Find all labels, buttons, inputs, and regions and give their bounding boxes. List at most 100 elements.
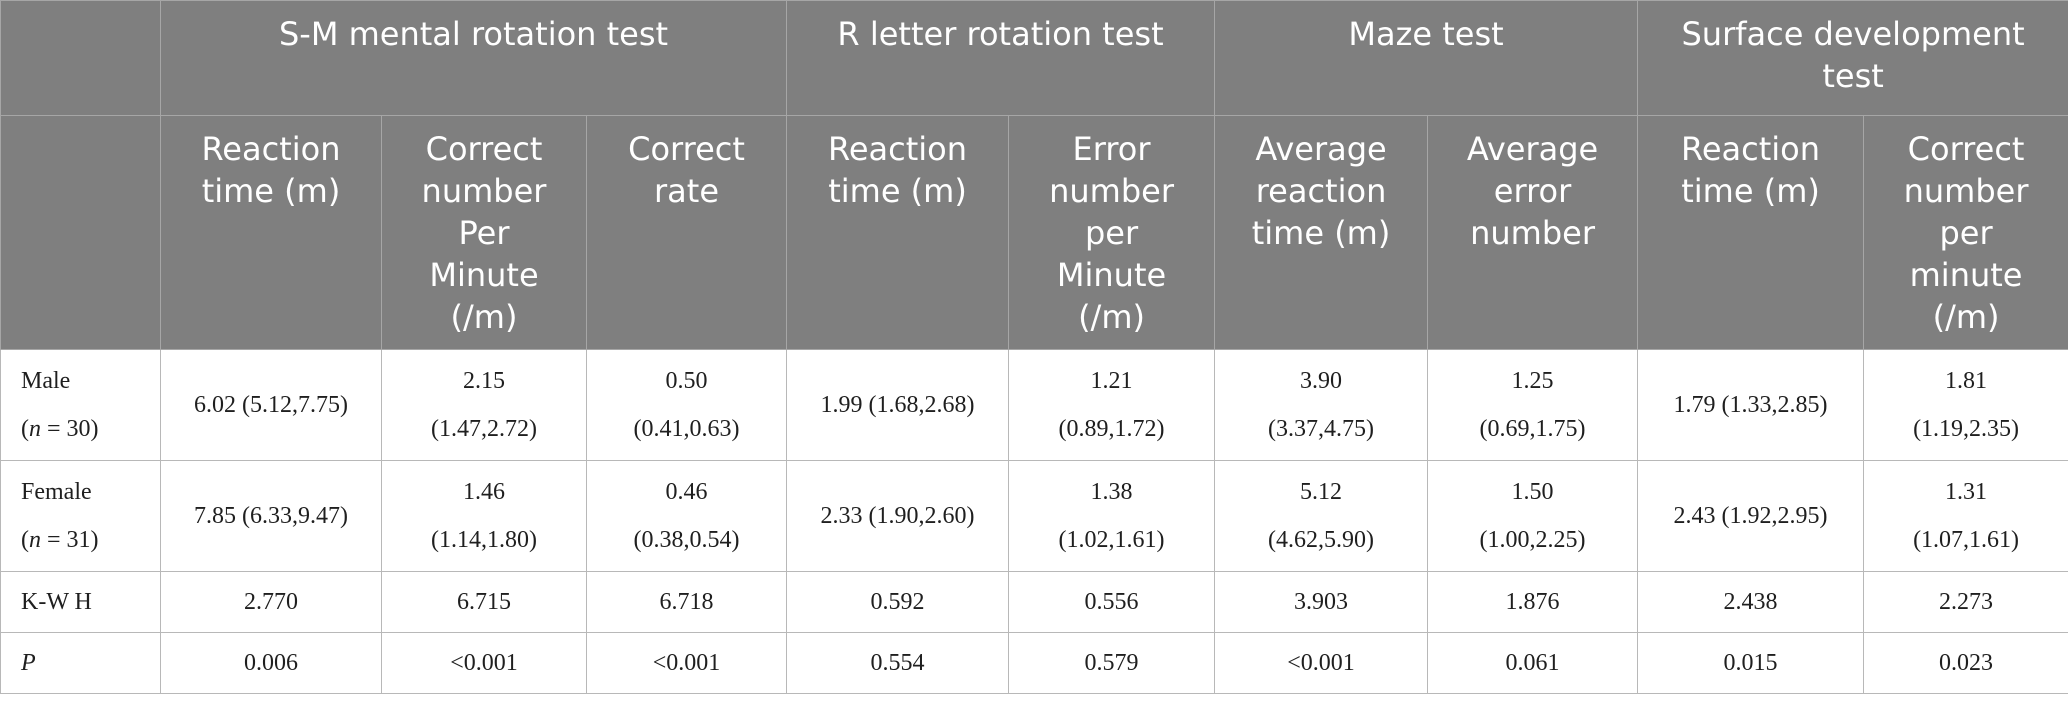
data-cell: 5.12 (4.62,5.90) bbox=[1214, 460, 1429, 572]
data-cell: 2.273 bbox=[1863, 571, 2068, 633]
data-cell: 2.15 (1.47,2.72) bbox=[381, 349, 587, 461]
subheader-cell: Correct number Per Minute (/m) bbox=[381, 115, 587, 350]
row-label: Male bbox=[21, 368, 71, 394]
data-cell: 3.90 (3.37,4.75) bbox=[1214, 349, 1429, 461]
data-cell: 2.438 bbox=[1637, 571, 1865, 633]
subheader-cell: Reaction time (m) bbox=[786, 115, 1010, 350]
cell-range: (1.19,2.35) bbox=[1913, 416, 2020, 442]
cell-value: 6.02 (5.12,7.75) bbox=[194, 392, 348, 418]
data-cell: 0.061 bbox=[1427, 632, 1639, 694]
subheader-cell: Average reaction time (m) bbox=[1214, 115, 1429, 350]
cell-range: (1.14,1.80) bbox=[431, 527, 537, 553]
data-cell: <0.001 bbox=[1214, 632, 1429, 694]
data-cell: 0.023 bbox=[1863, 632, 2068, 694]
cell-range: (1.47,2.72) bbox=[431, 416, 537, 442]
data-cell: 6.02 (5.12,7.75) bbox=[160, 349, 382, 461]
cell-median: 1.46 bbox=[463, 479, 505, 505]
row-label-cell: Male (n = 30) bbox=[0, 349, 161, 461]
data-cell: 1.50 (1.00,2.25) bbox=[1427, 460, 1639, 572]
cell-range: (1.00,2.25) bbox=[1479, 527, 1586, 553]
results-table-container: S-M mental rotation test R letter rotati… bbox=[0, 0, 2068, 694]
data-cell: 1.38 (1.02,1.61) bbox=[1008, 460, 1216, 572]
cell-range: (1.07,1.61) bbox=[1913, 527, 2020, 553]
data-cell: 0.015 bbox=[1637, 632, 1865, 694]
row-sample-size: (n = 31) bbox=[21, 516, 152, 564]
group-header-sm-mental-rotation: S-M mental rotation test bbox=[159, 0, 788, 116]
subheader-cell: Reaction time (m) bbox=[160, 115, 382, 350]
data-cell: 1.21 (0.89,1.72) bbox=[1008, 349, 1216, 461]
sample-size-value: = 30) bbox=[41, 416, 99, 442]
cell-range: (0.38,0.54) bbox=[633, 527, 740, 553]
subheader-cell: Correct rate bbox=[585, 115, 788, 350]
data-cell: 0.592 bbox=[786, 571, 1010, 633]
cell-range: (4.62,5.90) bbox=[1268, 527, 1375, 553]
cell-median: 0.46 bbox=[665, 479, 708, 505]
data-cell: 2.43 (1.92,2.95) bbox=[1637, 460, 1865, 572]
data-cell: 0.46 (0.38,0.54) bbox=[585, 460, 788, 572]
table-row-male: Male (n = 30) 6.02 (5.12,7.75) 2.15 (1.47… bbox=[0, 349, 2068, 461]
group-header-row: S-M mental rotation test R letter rotati… bbox=[0, 0, 2068, 116]
cell-range: (3.37,4.75) bbox=[1268, 416, 1375, 442]
sample-size-prefix: ( bbox=[21, 416, 29, 442]
cell-median: 1.31 bbox=[1945, 479, 1988, 505]
subheader-cell: Correct number per minute (/m) bbox=[1863, 115, 2068, 350]
data-cell: 1.876 bbox=[1427, 571, 1639, 633]
cell-value: 1.99 (1.68,2.68) bbox=[820, 392, 975, 418]
corner-cell-sub bbox=[0, 115, 161, 350]
data-cell: 7.85 (6.33,9.47) bbox=[160, 460, 382, 572]
data-cell: 3.903 bbox=[1214, 571, 1429, 633]
group-header-r-letter-rotation: R letter rotation test bbox=[786, 0, 1216, 116]
row-label: Female bbox=[21, 479, 92, 505]
cell-value: 7.85 (6.33,9.47) bbox=[194, 503, 348, 529]
data-cell: 1.79 (1.33,2.85) bbox=[1637, 349, 1865, 461]
data-cell: 1.81 (1.19,2.35) bbox=[1863, 349, 2068, 461]
data-cell: 2.770 bbox=[160, 571, 382, 633]
cell-range: (0.69,1.75) bbox=[1479, 416, 1586, 442]
row-label: P bbox=[0, 632, 161, 694]
subheader-cell: Error number per Minute (/m) bbox=[1008, 115, 1216, 350]
data-cell: 0.50 (0.41,0.63) bbox=[585, 349, 788, 461]
cell-median: 3.90 bbox=[1300, 368, 1343, 394]
data-cell: 1.99 (1.68,2.68) bbox=[786, 349, 1010, 461]
row-label: K-W H bbox=[0, 571, 161, 633]
corner-cell bbox=[0, 0, 161, 116]
cell-value: 2.33 (1.90,2.60) bbox=[820, 503, 975, 529]
table-row-p: P 0.006 <0.001 <0.001 0.554 0.579 <0.001… bbox=[0, 632, 2068, 694]
cell-range: (0.41,0.63) bbox=[633, 416, 740, 442]
cell-median: 1.21 bbox=[1090, 368, 1133, 394]
cell-median: 1.38 bbox=[1090, 479, 1133, 505]
sample-size-prefix: ( bbox=[21, 527, 29, 553]
data-cell: 1.25 (0.69,1.75) bbox=[1427, 349, 1639, 461]
data-cell: 0.554 bbox=[786, 632, 1010, 694]
table-row-kw-h: K-W H 2.770 6.715 6.718 0.592 0.556 3.90… bbox=[0, 571, 2068, 633]
data-cell: 0.579 bbox=[1008, 632, 1216, 694]
table-row-female: Female (n = 31) 7.85 (6.33,9.47) 1.46 (1.… bbox=[0, 460, 2068, 572]
data-cell: <0.001 bbox=[381, 632, 587, 694]
subheader-cell: Reaction time (m) bbox=[1637, 115, 1865, 350]
cell-median: 5.12 bbox=[1300, 479, 1343, 505]
cell-range: (1.02,1.61) bbox=[1058, 527, 1165, 553]
data-cell: 1.46 (1.14,1.80) bbox=[381, 460, 587, 572]
cell-value: 2.43 (1.92,2.95) bbox=[1673, 503, 1828, 529]
data-cell: 6.718 bbox=[585, 571, 788, 633]
sample-size-value: = 31) bbox=[41, 527, 99, 553]
data-cell: 0.556 bbox=[1008, 571, 1216, 633]
group-header-maze: Maze test bbox=[1214, 0, 1639, 116]
sample-size-variable: n bbox=[29, 416, 41, 442]
cell-median: 2.15 bbox=[463, 368, 505, 394]
subheader-cell: Average error number bbox=[1427, 115, 1639, 350]
results-table: S-M mental rotation test R letter rotati… bbox=[0, 0, 2068, 694]
data-cell: 1.31 (1.07,1.61) bbox=[1863, 460, 2068, 572]
cell-median: 1.25 bbox=[1511, 368, 1554, 394]
subheader-row: Reaction time (m) Correct number Per Min… bbox=[0, 115, 2068, 350]
group-header-surface-development: Surface development test bbox=[1637, 0, 2068, 116]
sample-size-variable: n bbox=[29, 527, 41, 553]
cell-median: 0.50 bbox=[665, 368, 708, 394]
row-label-cell: Female (n = 31) bbox=[0, 460, 161, 572]
data-cell: <0.001 bbox=[585, 632, 788, 694]
data-cell: 6.715 bbox=[381, 571, 587, 633]
cell-value: 1.79 (1.33,2.85) bbox=[1673, 392, 1828, 418]
data-cell: 0.006 bbox=[160, 632, 382, 694]
row-sample-size: (n = 30) bbox=[21, 405, 152, 453]
cell-median: 1.81 bbox=[1945, 368, 1988, 394]
